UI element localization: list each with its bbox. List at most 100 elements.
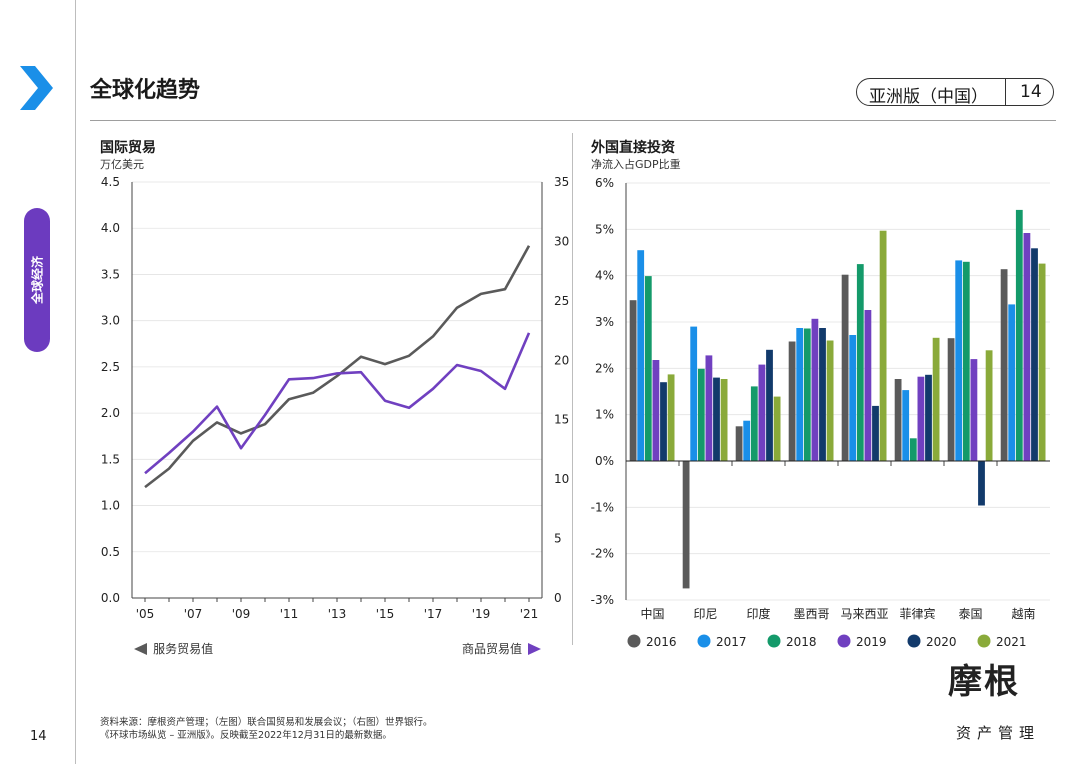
x-tick-label: '09	[232, 607, 251, 621]
chevron-right-icon	[20, 66, 53, 110]
y-right-tick-label: 20	[554, 353, 569, 367]
bar	[917, 376, 925, 461]
source-line-2: 《环球市场纵览 – 亚洲版》。反映截至2022年12月31日的最新数据。	[100, 730, 392, 741]
left-chart-subtitle: 万亿美元	[100, 158, 144, 171]
y-right-tick-label: 15	[554, 413, 569, 427]
bar	[773, 396, 781, 461]
bar	[856, 264, 864, 461]
y-left-tick-label: 4.5	[101, 175, 120, 189]
y-tick-label: 5%	[595, 222, 614, 236]
bar	[629, 300, 637, 461]
legend-marker	[977, 634, 991, 648]
x-tick-label: '11	[280, 607, 299, 621]
y-tick-label: 1%	[595, 408, 614, 422]
left-chart-title: 国际贸易	[100, 140, 156, 156]
bar	[970, 359, 978, 461]
y-left-tick-label: 0.0	[101, 591, 120, 605]
y-tick-label: 6%	[595, 176, 614, 190]
x-tick-label: '05	[136, 607, 155, 621]
goods-series-line	[144, 332, 531, 475]
y-tick-label: 3%	[595, 315, 614, 329]
chart-divider	[572, 133, 573, 645]
bar	[637, 250, 645, 461]
x-category-label: 印尼	[693, 607, 717, 621]
bar	[932, 337, 940, 461]
bar	[720, 379, 728, 461]
y-left-tick-label: 1.5	[101, 452, 120, 466]
triangle-left-icon	[134, 642, 147, 655]
bar	[947, 338, 955, 461]
y-left-tick-label: 1.0	[101, 499, 120, 513]
bar	[796, 328, 804, 461]
bar	[841, 274, 849, 461]
bar	[864, 310, 872, 461]
bar	[955, 260, 963, 461]
bar	[735, 426, 743, 462]
bar	[909, 438, 917, 461]
bar	[644, 276, 652, 461]
left-margin-rule	[75, 0, 76, 764]
edition-label: 亚洲版（中国）	[869, 87, 988, 107]
y-right-tick-label: 25	[554, 294, 569, 308]
bar	[872, 405, 879, 461]
bar	[1023, 233, 1031, 461]
legend-label: 2017	[716, 635, 747, 649]
bar	[705, 355, 713, 461]
goods-legend: 商品贸易值	[462, 638, 542, 657]
bar	[713, 377, 720, 461]
y-left-tick-label: 3.5	[101, 267, 120, 281]
bar	[652, 360, 660, 461]
y-left-tick-label: 0.5	[101, 545, 120, 559]
x-category-label: 印度	[746, 606, 770, 621]
bar	[962, 261, 970, 461]
edition-badge: 亚洲版（中国） 14	[856, 78, 1054, 107]
legend-marker	[627, 634, 641, 648]
y-right-tick-label: 10	[554, 472, 569, 486]
x-tick-label: '21	[520, 607, 539, 621]
legend-label: 2020	[926, 635, 957, 649]
goods-legend-label: 商品贸易值	[462, 642, 523, 656]
y-left-tick-label: 2.5	[101, 360, 120, 374]
legend-marker	[697, 634, 711, 648]
bar	[750, 386, 758, 461]
y-left-tick-label: 2.0	[101, 406, 120, 420]
right-chart-subtitle: 净流入占GDP比重	[591, 158, 681, 171]
bar	[819, 328, 826, 461]
bar	[879, 230, 887, 461]
legend-label: 2016	[646, 635, 677, 649]
bar	[1015, 209, 1023, 461]
bar	[978, 461, 985, 506]
bar	[1031, 248, 1038, 461]
bar	[803, 328, 811, 461]
y-tick-label: -1%	[591, 500, 614, 514]
bar	[894, 379, 902, 461]
triangle-right-icon	[528, 642, 542, 655]
x-tick-label: '17	[424, 607, 443, 621]
services-series-line	[144, 245, 531, 489]
bar	[743, 420, 751, 461]
bar	[697, 368, 705, 461]
legend-marker	[767, 634, 781, 648]
bar	[902, 390, 910, 461]
header-rule	[90, 120, 1056, 121]
bar	[925, 374, 932, 461]
legend-label: 2021	[996, 635, 1027, 649]
fdi-bar-chart: -3% -2% -1% 0% 1% 2% 3% 4% 5% 6% 中国 印尼 印度 墨西哥 马来西亚 菲律宾 泰…	[591, 176, 1050, 649]
y-right-tick-label: 5	[554, 532, 562, 546]
bar	[811, 318, 819, 461]
x-category-label: 越南	[1011, 606, 1035, 621]
y-tick-label: 2%	[595, 361, 614, 375]
bar	[690, 326, 698, 461]
x-category-label: 菲律宾	[899, 606, 935, 621]
y-right-tick-label: 35	[554, 175, 569, 189]
section-tab[interactable]: 全球经济	[24, 208, 50, 352]
bar	[758, 364, 766, 461]
y-right-tick-label: 30	[554, 234, 569, 248]
legend-label: 2018	[786, 635, 817, 649]
bar	[682, 461, 690, 589]
page-number: 14	[30, 729, 47, 744]
x-category-label: 马来西亚	[840, 607, 888, 621]
right-chart-title: 外国直接投资	[591, 140, 675, 156]
y-tick-label: 0%	[595, 454, 614, 468]
bar	[667, 374, 675, 461]
